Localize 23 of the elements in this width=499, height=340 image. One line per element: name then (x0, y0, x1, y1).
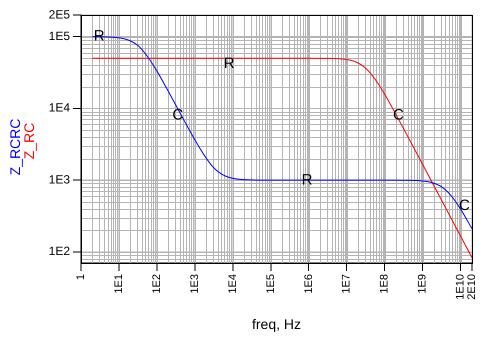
x-tick-label: 1E5 (264, 274, 277, 294)
y-tick-label: 1E4 (48, 100, 70, 115)
annotation: C (458, 196, 470, 214)
x-tick-label: 1 (75, 274, 88, 280)
annotation: C (172, 106, 184, 124)
x-tick-label: 1E4 (226, 274, 239, 294)
x-axis-title: freq, Hz (252, 316, 302, 332)
y-tick-label: 1E3 (48, 172, 70, 186)
x-tick-label: 1E9 (416, 274, 429, 294)
x-tick-label: 1E10 (454, 274, 467, 300)
y-tick-label: 1E2 (48, 244, 70, 258)
x-tick-label: 1E7 (340, 274, 353, 294)
x-tick-label: 1E2 (150, 274, 163, 294)
x-tick-label: 2E10 (466, 274, 478, 300)
text: Z_RC (20, 122, 37, 160)
x-tick-label: 1E8 (378, 274, 391, 294)
x-tick-label: 1E6 (302, 274, 315, 294)
text: Z_RCRC (6, 118, 23, 176)
annotation: R (224, 54, 235, 72)
x-tick-label: 1E3 (188, 274, 201, 294)
y-tick-label: 1E5 (48, 28, 70, 43)
x-tick-label: 1E1 (112, 274, 125, 294)
y-tick-label: 2E5 (48, 7, 70, 22)
